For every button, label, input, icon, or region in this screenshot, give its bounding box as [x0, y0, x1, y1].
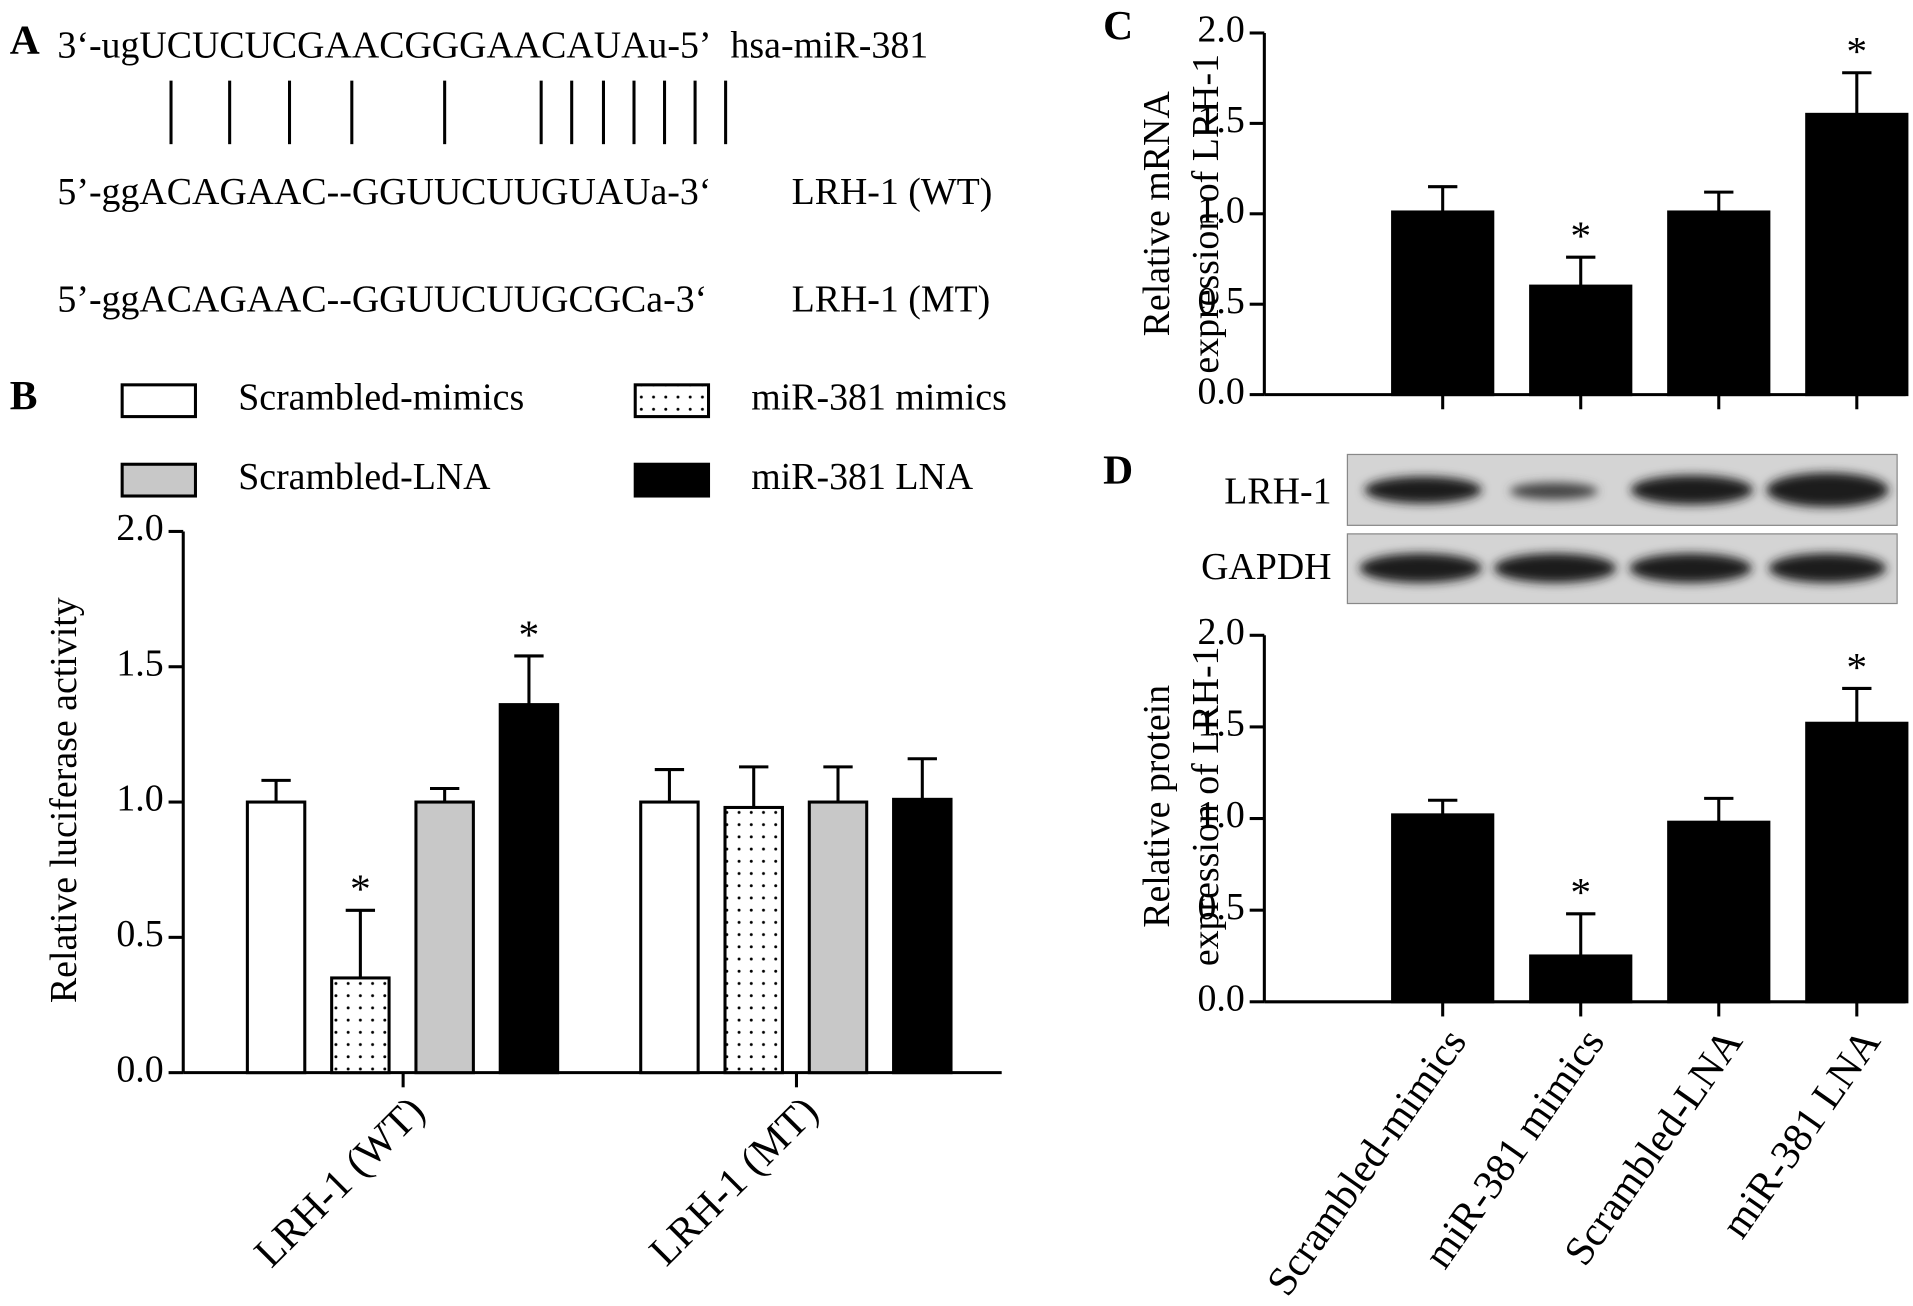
x-tick-label: LRH-1 (MT) [640, 1087, 827, 1274]
error-bar [1842, 686, 1872, 724]
panel-label: D [1103, 447, 1133, 493]
bar [245, 800, 307, 1075]
y-tick-label: 1.0 [1197, 794, 1244, 836]
y-tick-label: 0.0 [116, 1048, 163, 1090]
mirna-name: hsa-miR-381 [731, 25, 929, 67]
error-bar [739, 765, 769, 808]
legend-swatch [633, 383, 711, 419]
error-bar [1842, 71, 1872, 115]
error-bar [1428, 185, 1458, 212]
error-bar [1566, 912, 1596, 956]
mt-sequence: 5’-ggACAGAAC--GGUUCUUGCGCa-3‘ [57, 279, 707, 321]
y-axis-label: Relative mRNA [1136, 91, 1178, 337]
error-bar [1566, 255, 1596, 287]
legend-label: miR-381 mimics [751, 376, 1007, 418]
bar [1667, 210, 1771, 397]
error-bar [1704, 190, 1734, 212]
error-bar [907, 757, 937, 800]
bar [1391, 813, 1495, 1004]
legend-label: Scrambled-LNA [238, 456, 491, 498]
blot-label: GAPDH [1201, 546, 1331, 588]
significance: * [1570, 869, 1591, 915]
bar [1667, 820, 1771, 1004]
significance: * [1570, 213, 1591, 259]
panel-label: B [10, 372, 38, 418]
y-tick-label: 0.5 [116, 913, 163, 955]
bar [1391, 210, 1495, 397]
error-bar [261, 778, 291, 803]
mt-name: LRH-1 (MT) [792, 279, 991, 321]
y-tick-label: 1.0 [116, 778, 163, 820]
bar [807, 800, 869, 1075]
panel-label: C [1103, 2, 1133, 48]
error-bar [345, 908, 376, 978]
y-tick-label: 2.0 [1197, 611, 1244, 653]
significance: * [1846, 644, 1867, 690]
y-tick-label: 1.5 [1197, 703, 1244, 745]
y-tick-label: 0.0 [1197, 370, 1244, 412]
bar [330, 976, 391, 1075]
bar [1805, 112, 1909, 397]
blot-label: LRH-1 [1224, 470, 1331, 512]
y-tick-label: 2.0 [116, 507, 163, 549]
y-tick-label: 1.0 [1197, 189, 1244, 231]
blot-image [1346, 453, 1898, 605]
bar [639, 800, 700, 1075]
wt-name: LRH-1 (WT) [792, 171, 993, 213]
legend-label: Scrambled-mimics [238, 376, 524, 418]
mirna-sequence: 3‘-ugUCUCUCGAACGGGAACAUAu-5’ [57, 25, 711, 67]
error-bar [429, 786, 460, 803]
bar [1529, 954, 1633, 1004]
y-tick-label: 1.5 [1197, 99, 1244, 141]
y-tick-label: 0.5 [1197, 886, 1244, 928]
y-tick-label: 1.5 [116, 642, 163, 684]
pairing-lines [169, 80, 728, 145]
error-bar [823, 765, 853, 803]
y-axis-label: expression of LRH-1 [1185, 54, 1227, 374]
significance: * [350, 866, 371, 912]
y-axis-label: Relative protein [1136, 685, 1178, 928]
y-axis-label: expression of LRH-1 [1185, 646, 1227, 966]
bar [723, 805, 784, 1075]
y-tick-label: 0.0 [1197, 977, 1244, 1019]
significance: * [1846, 28, 1867, 74]
bar [498, 703, 560, 1075]
bar [1805, 721, 1909, 1004]
error-bar [1428, 798, 1458, 815]
y-tick-label: 2.0 [1197, 9, 1244, 51]
bar [414, 800, 475, 1075]
legend-label: miR-381 LNA [751, 456, 974, 498]
legend-swatch [120, 462, 197, 498]
significance: * [519, 611, 540, 657]
wt-sequence: 5’-ggACAGAAC--GGUUCUUGUAUa-3‘ [57, 171, 711, 213]
legend-swatch [120, 383, 197, 419]
bar [1529, 284, 1633, 397]
error-bar [654, 768, 685, 803]
bar [892, 797, 953, 1075]
error-bar [514, 654, 544, 705]
error-bar [1704, 796, 1734, 823]
x-tick-label: LRH-1 (WT) [245, 1087, 434, 1276]
legend-swatch [633, 462, 711, 498]
y-axis-label: Relative luciferase activity [43, 597, 85, 1003]
panel-label: A [10, 17, 40, 63]
y-tick-label: 0.5 [1197, 280, 1244, 322]
